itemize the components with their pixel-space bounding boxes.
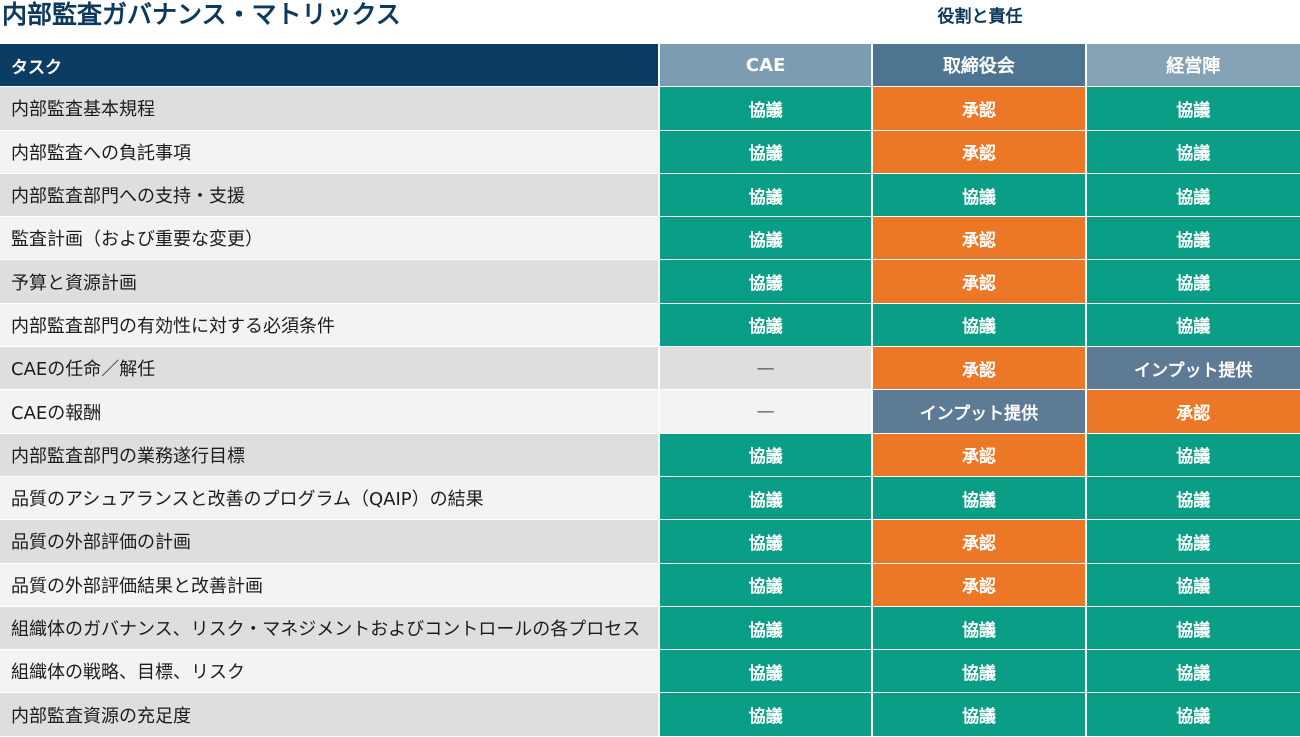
table-row: 内部監査部門への支持・支援 協議 協議 協議 [0,173,1300,218]
cae-cell: 協議 [660,260,874,304]
cae-cell: — [660,390,874,434]
table-row: 組織体の戦略、目標、リスク 協議 協議 協議 [0,650,1300,694]
board-cell: 協議 [873,173,1087,218]
cae-cell: 協議 [660,693,874,737]
cae-cell: 協議 [660,87,874,131]
task-cell: 予算と資源計画 [0,260,660,304]
board-cell: 承認 [873,260,1087,304]
cae-cell: 協議 [660,606,874,651]
board-cell: 協議 [873,650,1087,694]
board-cell: 承認 [873,433,1087,477]
cae-cell: 協議 [660,650,874,694]
page-title: 内部監査ガバナンス・マトリックス [2,0,401,29]
table-row: 内部監査部門の有効性に対する必須条件 協議 協議 協議 [0,303,1300,348]
management-cell: 協議 [1086,260,1300,304]
management-cell: 協議 [1086,130,1300,174]
management-cell: 協議 [1086,433,1300,477]
task-cell: 内部監査部門の有効性に対する必須条件 [0,303,660,348]
cae-cell: 協議 [660,130,874,174]
cae-cell: 協議 [660,303,874,348]
matrix-body: 内部監査基本規程 協議 承認 協議 内部監査への負託事項 協議 承認 協議 内部監査部門への支持… [0,87,1300,737]
task-cell: 内部監査への負託事項 [0,130,660,174]
cae-cell: 協議 [660,433,874,477]
table-row: 監査計画（および重要な変更） 協議 承認 協議 [0,217,1300,261]
task-cell: 品質のアシュアランスと改善のプログラム（QAIP）の結果 [0,476,660,521]
management-cell: 協議 [1086,606,1300,651]
table-row: 内部監査資源の充足度 協議 協議 協議 [0,693,1300,737]
board-cell: 承認 [873,520,1087,564]
management-cell: 協議 [1086,476,1300,521]
task-cell: 品質の外部評価の計画 [0,520,660,564]
table-row: 内部監査部門の業務遂行目標 協議 承認 協議 [0,433,1300,477]
task-cell: 組織体の戦略、目標、リスク [0,650,660,694]
task-cell: 品質の外部評価結果と改善計画 [0,563,660,607]
table-row: 内部監査への負託事項 協議 承認 協議 [0,130,1300,174]
management-cell: インプット提供 [1086,347,1300,391]
task-cell: CAEの報酬 [0,390,660,434]
cae-cell: — [660,347,874,391]
table-row: 品質の外部評価結果と改善計画 協議 承認 協議 [0,563,1300,607]
task-cell: 監査計画（および重要な変更） [0,217,660,261]
management-cell: 協議 [1086,563,1300,607]
board-cell: インプット提供 [873,390,1087,434]
board-cell: 協議 [873,606,1087,651]
management-cell: 協議 [1086,520,1300,564]
task-cell: 内部監査部門への支持・支援 [0,173,660,218]
task-cell: 内部監査基本規程 [0,87,660,131]
cae-cell: 協議 [660,173,874,218]
management-cell: 協議 [1086,173,1300,218]
board-cell: 協議 [873,303,1087,348]
table-row: 予算と資源計画 協議 承認 協議 [0,260,1300,304]
cae-cell: 協議 [660,563,874,607]
table-row: 品質のアシュアランスと改善のプログラム（QAIP）の結果 協議 協議 協議 [0,476,1300,521]
board-cell: 承認 [873,87,1087,131]
header-task: タスク [0,44,660,88]
task-cell: 内部監査部門の業務遂行目標 [0,433,660,477]
table-row: 内部監査基本規程 協議 承認 協議 [0,87,1300,131]
table-row: 品質の外部評価の計画 協議 承認 協議 [0,520,1300,564]
cae-cell: 協議 [660,520,874,564]
header-cae: CAE [660,44,874,88]
header-management: 経営陣 [1086,44,1300,88]
board-cell: 承認 [873,347,1087,391]
board-cell: 承認 [873,130,1087,174]
task-cell: CAEの任命／解任 [0,347,660,391]
cae-cell: 協議 [660,476,874,521]
management-cell: 協議 [1086,303,1300,348]
management-cell: 協議 [1086,217,1300,261]
board-cell: 承認 [873,563,1087,607]
table-row: CAEの報酬 — インプット提供 承認 [0,390,1300,434]
header-board: 取締役会 [873,44,1087,88]
management-cell: 承認 [1086,390,1300,434]
management-cell: 協議 [1086,693,1300,737]
task-cell: 内部監査資源の充足度 [0,693,660,737]
table-row: CAEの任命／解任 — 承認 インプット提供 [0,347,1300,391]
board-cell: 承認 [873,217,1087,261]
cae-cell: 協議 [660,217,874,261]
task-cell: 組織体のガバナンス、リスク・マネジメントおよびコントロールの各プロセス [0,606,660,651]
board-cell: 協議 [873,693,1087,737]
management-cell: 協議 [1086,650,1300,694]
management-cell: 協議 [1086,87,1300,131]
governance-matrix: タスク CAE 取締役会 経営陣 内部監査基本規程 協議 承認 協議 内部監査への負託事… [0,44,1300,737]
board-cell: 協議 [873,476,1087,521]
header-row: タスク CAE 取締役会 経営陣 [0,44,1300,88]
roles-caption: 役割と責任 [937,7,1023,27]
table-row: 組織体のガバナンス、リスク・マネジメントおよびコントロールの各プロセス 協議 協議協… [0,606,1300,651]
